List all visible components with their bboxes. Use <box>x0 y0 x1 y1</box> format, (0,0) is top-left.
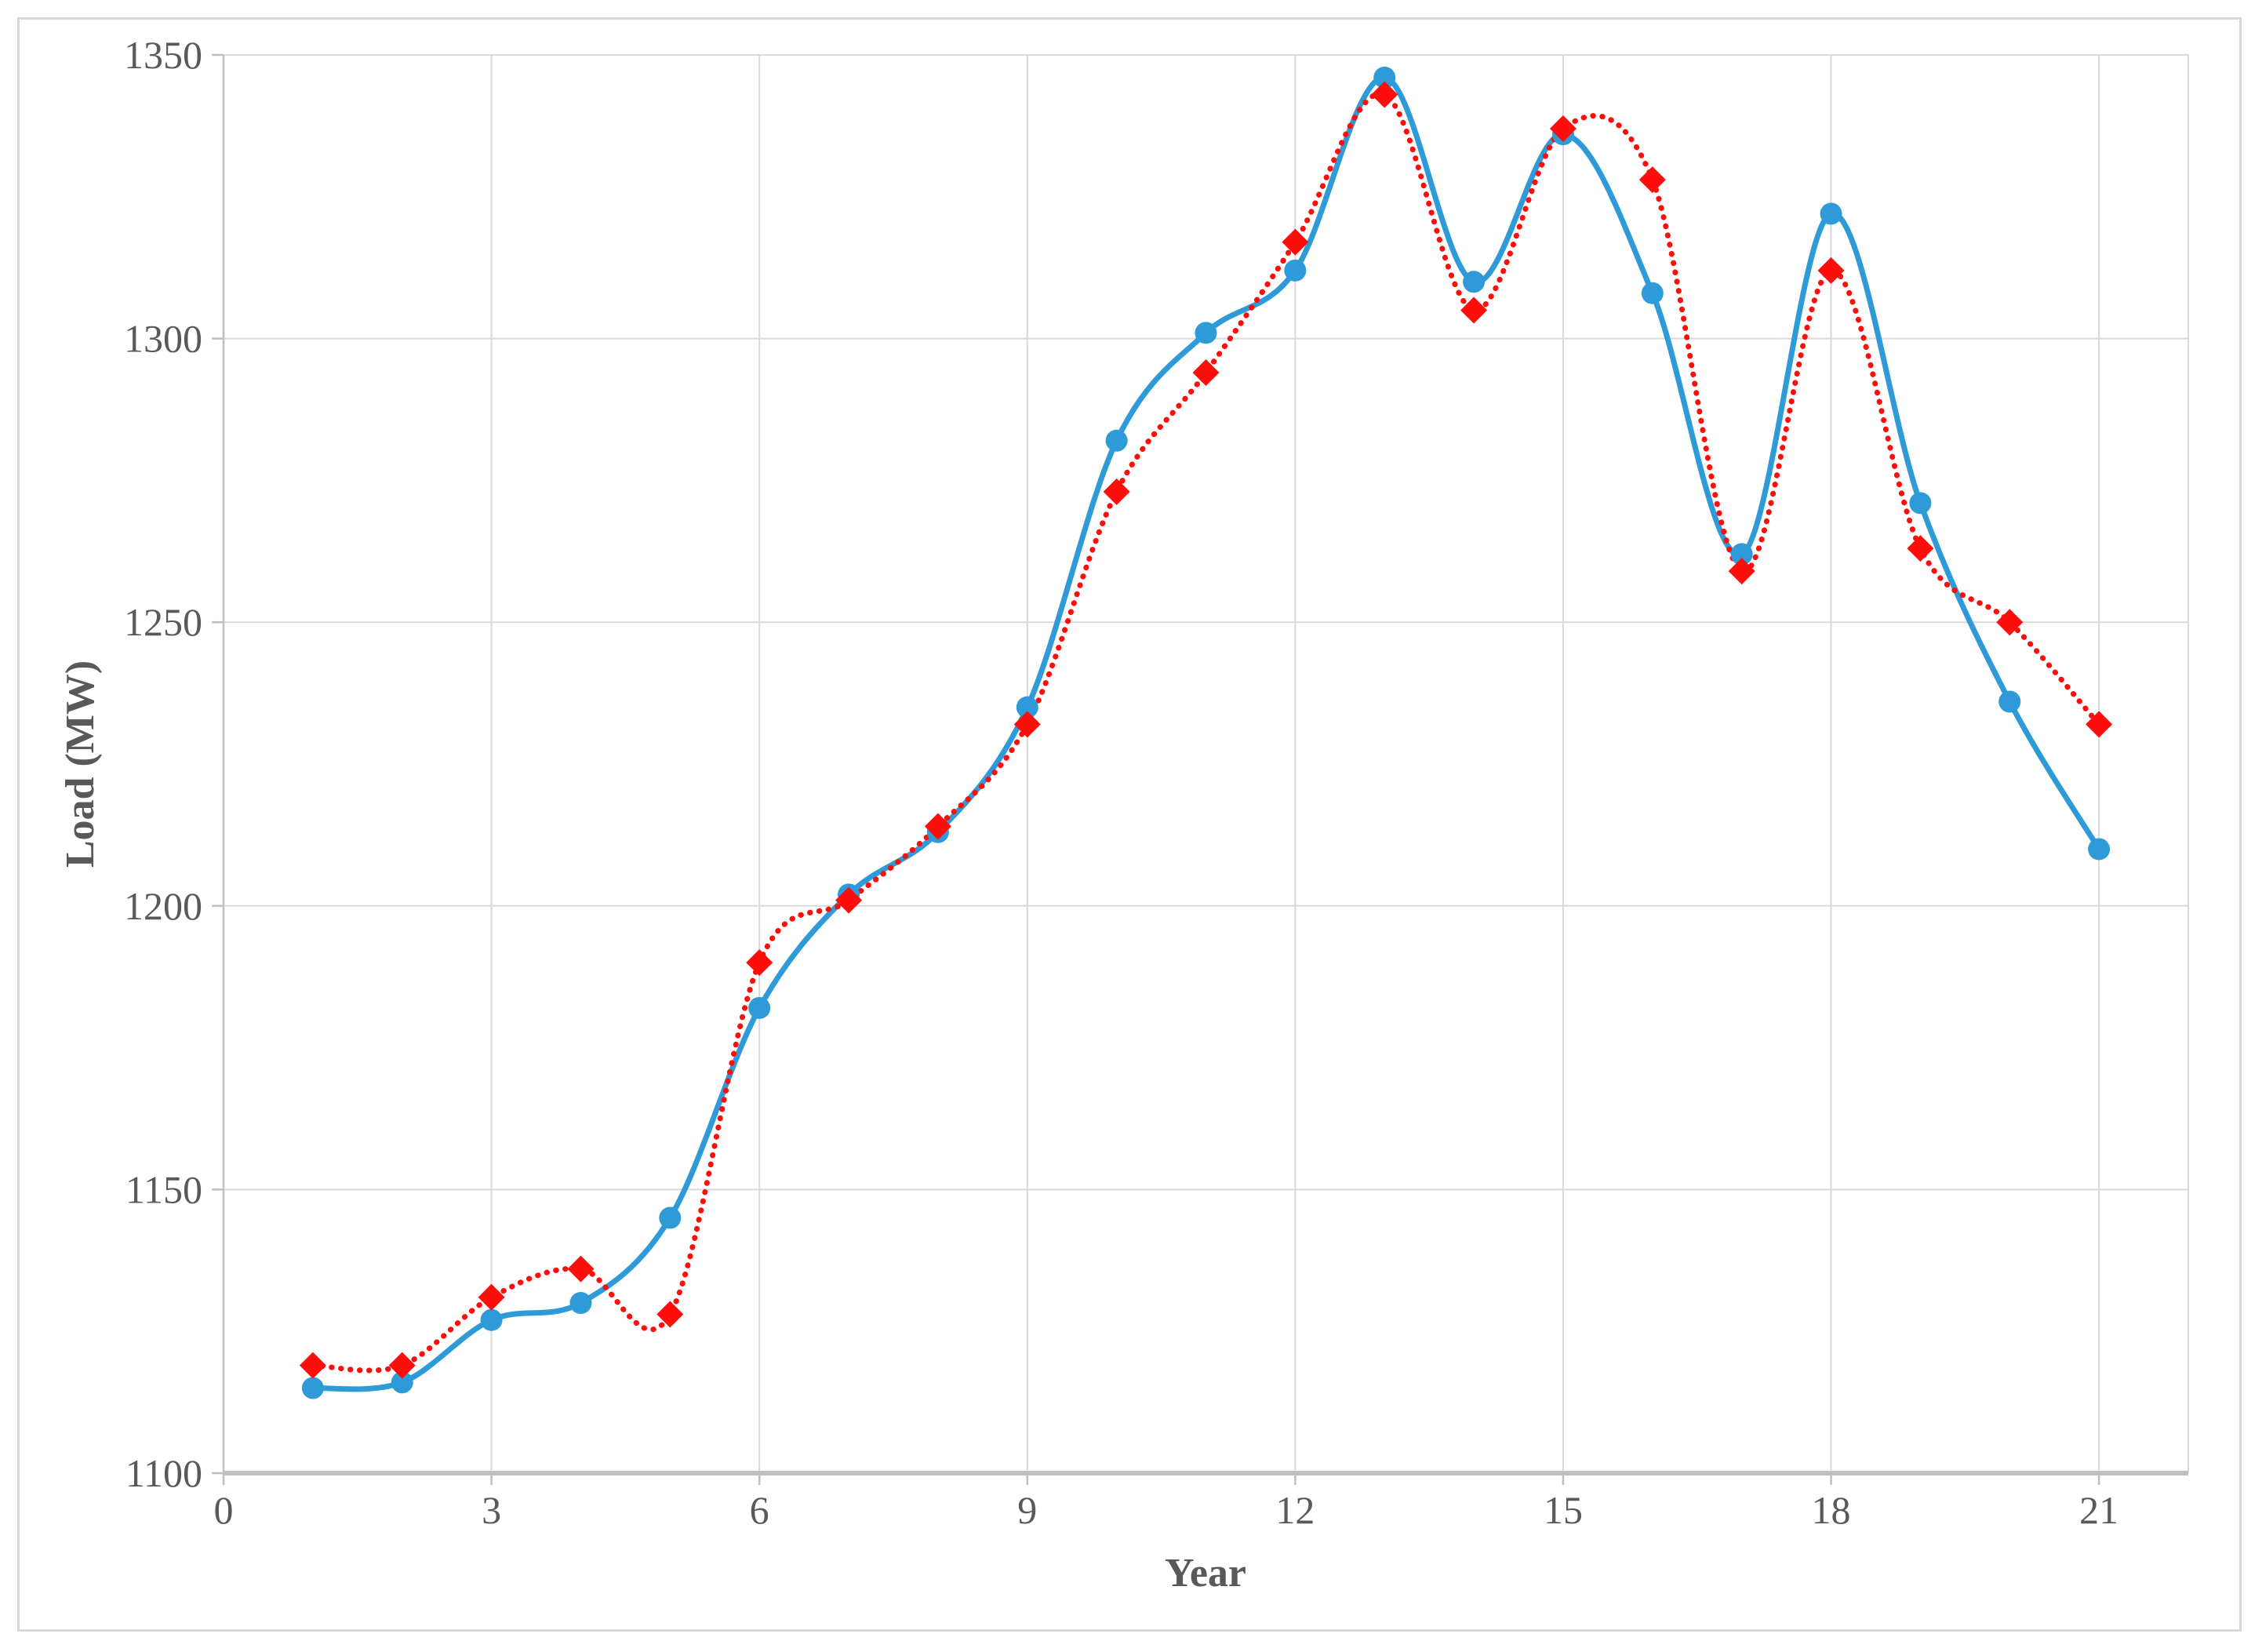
series-red-marker <box>1192 358 1220 386</box>
x-tick-label: 21 <box>2079 1488 2118 1532</box>
x-tick-label: 6 <box>750 1488 769 1532</box>
series-blue-marker <box>1641 282 1664 304</box>
series-blue-marker <box>1195 322 1217 344</box>
series-red-marker <box>1817 257 1845 284</box>
series-red-marker <box>1907 535 1934 562</box>
series-blue-marker <box>1463 271 1486 293</box>
y-tick-label: 1150 <box>125 1167 202 1211</box>
series-red-marker <box>1996 609 2024 636</box>
series-red-marker <box>1371 81 1398 108</box>
y-tick-label: 1100 <box>125 1451 202 1495</box>
series-blue-marker <box>659 1206 682 1229</box>
x-tick-label: 3 <box>482 1488 501 1532</box>
series-blue-marker <box>1284 259 1307 282</box>
series-blue-marker <box>748 996 771 1019</box>
series-blue-marker <box>301 1377 324 1399</box>
series-red-line <box>310 91 2102 1374</box>
series-red-marker <box>1013 711 1041 738</box>
y-tick-label: 1200 <box>124 884 202 928</box>
series-red-marker <box>388 1352 416 1379</box>
series-red-marker <box>924 813 951 840</box>
series-blue-marker <box>569 1292 592 1315</box>
y-axis-title: Load (MW) <box>58 660 103 868</box>
series-blue-marker <box>480 1308 503 1331</box>
series-blue-marker <box>1105 429 1128 452</box>
x-tick-label: 0 <box>214 1488 234 1532</box>
series-blue-marker <box>1016 696 1038 719</box>
series-blue-marker <box>2088 838 2111 861</box>
series-red-marker <box>656 1301 684 1328</box>
series-red-marker <box>478 1283 505 1311</box>
series-red-marker <box>1638 166 1666 194</box>
y-tick-label: 1250 <box>124 600 202 644</box>
y-tick-label: 1350 <box>124 33 202 77</box>
series-red-marker <box>1549 115 1576 143</box>
series-red-marker <box>835 886 863 914</box>
series-red-marker <box>1103 478 1130 505</box>
x-axis-title: Year <box>1165 1551 1246 1596</box>
x-tick-label: 9 <box>1017 1488 1037 1532</box>
series-red-marker <box>1282 228 1309 256</box>
series-red-marker <box>299 1352 326 1379</box>
series-blue-marker <box>1998 690 2021 713</box>
series-red-marker <box>1460 297 1488 324</box>
series-red-marker <box>1728 558 1755 585</box>
series-blue-marker <box>1820 202 1842 225</box>
series-red-marker <box>2086 711 2113 738</box>
series-blue-marker <box>1730 543 1753 566</box>
series-red-marker <box>567 1255 595 1283</box>
x-tick-label: 15 <box>1544 1488 1583 1532</box>
series-blue-marker <box>391 1371 413 1394</box>
series-blue-marker <box>1909 492 1932 515</box>
series-blue-marker <box>1373 66 1396 89</box>
series-red-marker <box>746 949 773 977</box>
x-tick-label: 18 <box>1812 1488 1851 1532</box>
y-tick-label: 1300 <box>124 317 202 361</box>
x-tick-label: 12 <box>1275 1488 1315 1532</box>
